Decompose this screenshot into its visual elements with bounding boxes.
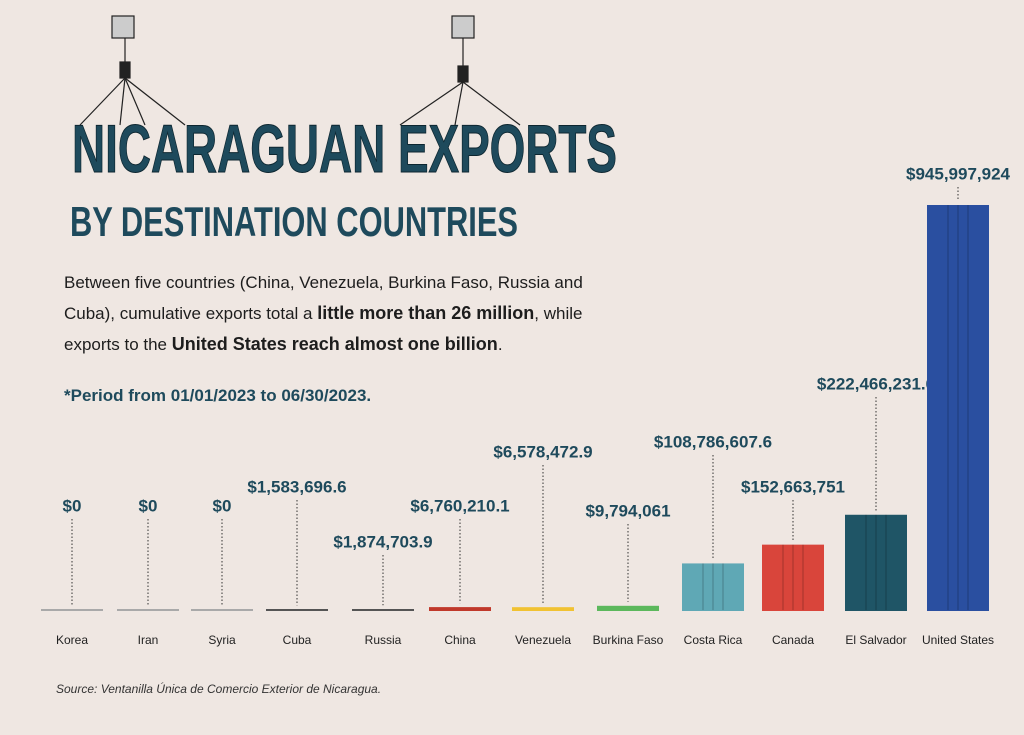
- bar: [845, 514, 907, 610]
- value-label: $1,874,703.9: [333, 532, 432, 551]
- x-tick-label: Korea: [56, 633, 88, 647]
- value-label: $9,794,061: [585, 501, 670, 520]
- value-label: $945,997,924: [906, 164, 1011, 183]
- x-tick-label: Burkina Faso: [593, 633, 664, 647]
- description-emphasis: little more than 26 million: [317, 303, 535, 323]
- value-label: $222,466,231.6: [817, 374, 935, 393]
- bar: [266, 609, 328, 610]
- value-label: $0: [139, 496, 158, 515]
- value-label: $152,663,751: [741, 477, 845, 496]
- bar: [762, 544, 824, 610]
- x-tick-label: Syria: [208, 633, 236, 647]
- x-tick-label: Russia: [365, 633, 402, 647]
- x-tick-label: Venezuela: [515, 633, 571, 647]
- crane-decoration: [79, 15, 521, 126]
- bar: [597, 605, 659, 610]
- x-tick-label: China: [444, 633, 476, 647]
- bar: [512, 607, 574, 610]
- chart-title: NICARAGUAN EXPORTS: [72, 111, 617, 187]
- period-note: *Period from 01/01/2023 to 06/30/2023.: [64, 386, 372, 405]
- value-label: $6,578,472.9: [493, 442, 592, 461]
- value-label: $6,760,210.1: [410, 496, 509, 515]
- description: Between five countries (China, Venezuela…: [64, 268, 624, 360]
- bar: [352, 609, 414, 610]
- x-tick-label: El Salvador: [845, 633, 906, 647]
- value-label: $1,583,696.6: [247, 477, 346, 496]
- value-label: $0: [213, 496, 232, 515]
- x-tick-label: Canada: [772, 633, 814, 647]
- x-tick-label: Costa Rica: [684, 633, 743, 647]
- bar: [682, 563, 744, 610]
- bar: [429, 607, 491, 610]
- description-text: .: [497, 335, 503, 354]
- bar: [927, 205, 989, 610]
- x-tick-label: Cuba: [283, 633, 312, 647]
- x-tick-label: Iran: [138, 633, 159, 647]
- description-text: Between five countries (China, Venezuela…: [64, 273, 583, 323]
- chart-subtitle: BY DESTINATION COUNTRIES: [70, 198, 518, 245]
- description-text: , while exports to the: [64, 304, 583, 354]
- x-tick-label: United States: [922, 633, 994, 647]
- description-emphasis: United States reach almost one billion: [171, 334, 498, 354]
- value-label: $108,786,607.6: [654, 432, 772, 451]
- value-label: $0: [63, 496, 82, 515]
- source-note: Source: Ventanilla Única de Comercio Ext…: [56, 682, 382, 696]
